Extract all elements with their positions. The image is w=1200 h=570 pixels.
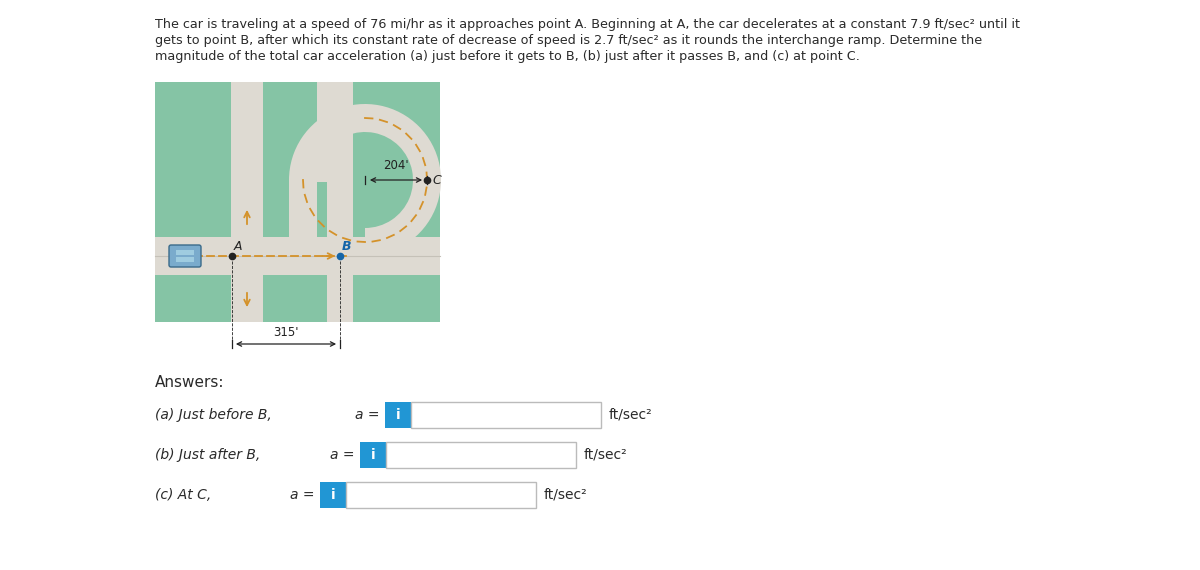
- Text: (b) Just after B,: (b) Just after B,: [155, 448, 260, 462]
- Text: 204': 204': [383, 159, 409, 172]
- Text: i: i: [371, 448, 376, 462]
- Text: magnitude of the total car acceleration (a) just before it gets to B, (b) just a: magnitude of the total car acceleration …: [155, 50, 860, 63]
- Text: ft/sec²: ft/sec²: [544, 488, 588, 502]
- Text: i: i: [331, 488, 335, 502]
- Text: a =: a =: [355, 408, 379, 422]
- Text: C: C: [432, 173, 440, 186]
- Bar: [326, 82, 353, 237]
- Bar: [326, 275, 353, 322]
- Text: The car is traveling at a speed of 76 mi/hr as it approaches point A. Beginning : The car is traveling at a speed of 76 mi…: [155, 18, 1020, 31]
- Bar: [346, 482, 536, 508]
- Text: (c) At C,: (c) At C,: [155, 488, 211, 502]
- Bar: [317, 82, 326, 182]
- Bar: [320, 482, 346, 508]
- Text: 315': 315': [274, 326, 299, 339]
- Wedge shape: [289, 104, 440, 256]
- Text: a =: a =: [290, 488, 314, 502]
- Bar: [385, 402, 410, 428]
- Text: gets to point B, after which its constant rate of decrease of speed is 2.7 ft/se: gets to point B, after which its constan…: [155, 34, 982, 47]
- Bar: [289, 180, 317, 237]
- Text: B: B: [342, 240, 352, 253]
- Text: a =: a =: [330, 448, 354, 462]
- Text: ft/sec²: ft/sec²: [584, 448, 628, 462]
- Bar: [230, 82, 263, 322]
- Bar: [155, 237, 440, 275]
- Bar: [176, 257, 194, 262]
- Bar: [176, 250, 194, 255]
- Bar: [410, 402, 601, 428]
- Bar: [386, 442, 576, 468]
- Bar: [155, 82, 440, 322]
- Bar: [360, 442, 386, 468]
- Text: i: i: [396, 408, 401, 422]
- FancyBboxPatch shape: [169, 245, 202, 267]
- Text: Answers:: Answers:: [155, 375, 224, 390]
- Text: ft/sec²: ft/sec²: [610, 408, 653, 422]
- Text: (a) Just before B,: (a) Just before B,: [155, 408, 271, 422]
- Text: A: A: [234, 240, 242, 253]
